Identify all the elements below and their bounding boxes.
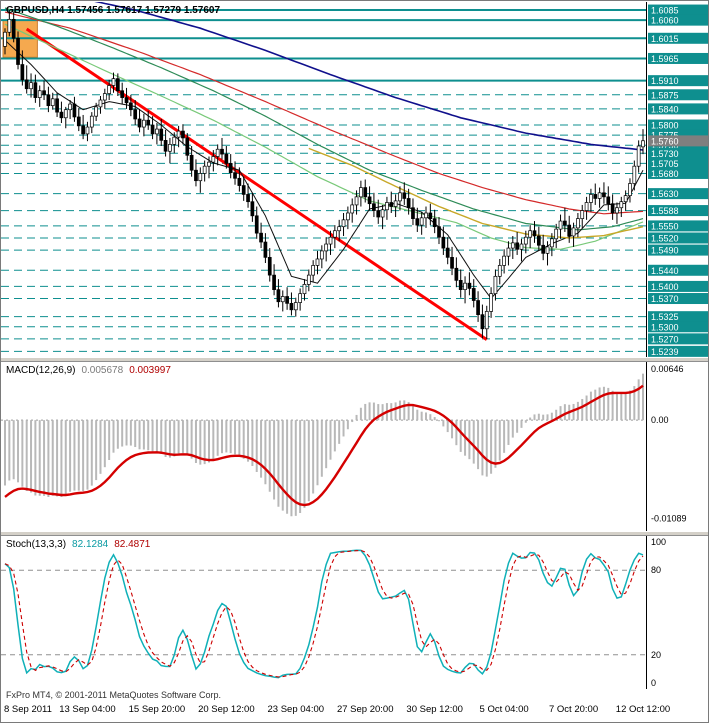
ma-green-slow <box>4 7 644 231</box>
stoch-axis-label: 100 <box>651 537 666 547</box>
svg-text:1.5520: 1.5520 <box>651 234 679 244</box>
svg-text:1.5875: 1.5875 <box>651 90 679 100</box>
moving-averages <box>4 2 644 300</box>
macd-value-main: 0.005678 <box>81 365 124 376</box>
svg-text:1.6015: 1.6015 <box>651 34 679 44</box>
svg-text:1.6060: 1.6060 <box>651 16 679 26</box>
ma-gold <box>308 147 644 239</box>
time-label: 12 Oct 12:00 <box>615 704 671 715</box>
macd-axis-label: 0.00646 <box>651 364 684 374</box>
macd-panel[interactable]: 0.00646 0.00 -0.01089 MACD(12,26,9) 0.00567… <box>1 362 708 531</box>
time-label: 30 Sep 12:00 <box>406 704 463 715</box>
macd-axis-label: 0.00 <box>651 415 669 425</box>
svg-text:1.5588: 1.5588 <box>651 206 679 216</box>
svg-text:1.5800: 1.5800 <box>651 121 679 131</box>
svg-text:1.5730: 1.5730 <box>651 149 679 159</box>
svg-text:1.5630: 1.5630 <box>651 189 679 199</box>
stochastic-panel[interactable]: 100 80 20 0 Stoch(13,3,3) 82.1284 82.4871 <box>1 536 708 689</box>
stoch-main-line <box>4 549 644 679</box>
support-resistance-levels[interactable] <box>1 9 646 352</box>
time-label: 8 Sep 2011 <box>4 704 52 715</box>
macd-name: MACD(12,26,9) <box>6 365 76 376</box>
stochastic-canvas[interactable]: 100 80 20 0 <box>1 536 708 689</box>
svg-text:1.5239: 1.5239 <box>651 347 679 357</box>
stoch-value-main: 82.1284 <box>72 539 109 550</box>
svg-text:1.5270: 1.5270 <box>651 334 679 344</box>
macd-axis-label: -0.01089 <box>651 514 687 524</box>
panel-splitter[interactable] <box>1 531 708 536</box>
time-label: 13 Sep 04:00 <box>59 704 116 715</box>
ma-green-fast <box>4 23 644 250</box>
stoch-axis-label: 0 <box>651 678 656 688</box>
svg-text:1.5965: 1.5965 <box>651 54 679 64</box>
macd-label: MACD(12,26,9) 0.005678 0.003997 <box>6 365 171 376</box>
stochastic-label: Stoch(13,3,3) 82.1284 82.4871 <box>6 539 150 550</box>
chart-title: GBPUSD,H4 1.57456 1.57617 1.57279 1.5760… <box>6 5 221 16</box>
ma-black-fast <box>4 39 644 300</box>
svg-text:1.5490: 1.5490 <box>651 246 679 256</box>
svg-text:1.5705: 1.5705 <box>651 159 679 169</box>
macd-signal-line <box>4 384 644 507</box>
svg-text:1.5840: 1.5840 <box>651 104 679 114</box>
time-label: 7 Oct 20:00 <box>548 704 599 715</box>
time-label: 23 Sep 04:00 <box>267 704 325 715</box>
stoch-signal-line <box>4 549 644 678</box>
time-label: 15 Sep 20:00 <box>128 704 186 715</box>
copyright-text: FxPro MT4, © 2001-2011 MetaQuotes Softwa… <box>6 690 222 700</box>
macd-histogram <box>4 373 644 517</box>
time-label: 27 Sep 20:00 <box>336 704 394 715</box>
ma-red-medium <box>4 11 644 215</box>
svg-text:1.6085: 1.6085 <box>651 6 679 16</box>
macd-canvas[interactable]: 0.00646 0.00 -0.01089 <box>1 362 708 531</box>
stoch-axis-label: 80 <box>651 565 661 575</box>
svg-text:1.5325: 1.5325 <box>651 312 679 322</box>
time-label: 20 Sep 12:00 <box>198 704 255 715</box>
svg-text:1.5550: 1.5550 <box>651 221 679 231</box>
svg-text:1.5680: 1.5680 <box>651 169 679 179</box>
price-chart-panel[interactable]: 1.6085 1.6060 1.6015 1.5965 1.5910 1.5875 1.58… <box>1 2 708 357</box>
panel-splitter[interactable] <box>1 357 708 362</box>
ma-navy-slow <box>94 2 644 151</box>
svg-text:1.5370: 1.5370 <box>651 294 679 304</box>
stoch-name: Stoch(13,3,3) <box>6 539 67 550</box>
stoch-value-signal: 82.4871 <box>114 539 151 550</box>
stoch-axis-label: 20 <box>651 650 661 660</box>
macd-value-signal: 0.003997 <box>129 365 171 376</box>
time-label: 5 Oct 04:00 <box>479 704 529 715</box>
svg-text:1.5400: 1.5400 <box>651 282 679 292</box>
svg-text:1.5440: 1.5440 <box>651 266 679 276</box>
svg-text:1.5910: 1.5910 <box>651 76 679 86</box>
current-price-box <box>648 135 708 147</box>
svg-text:1.5300: 1.5300 <box>651 322 679 332</box>
time-axis[interactable]: FxPro MT4, © 2001-2011 MetaQuotes Softwa… <box>1 689 708 722</box>
svg-text:1.5760: 1.5760 <box>651 136 679 146</box>
descending-trendline[interactable] <box>25 27 488 341</box>
candles <box>3 10 645 339</box>
